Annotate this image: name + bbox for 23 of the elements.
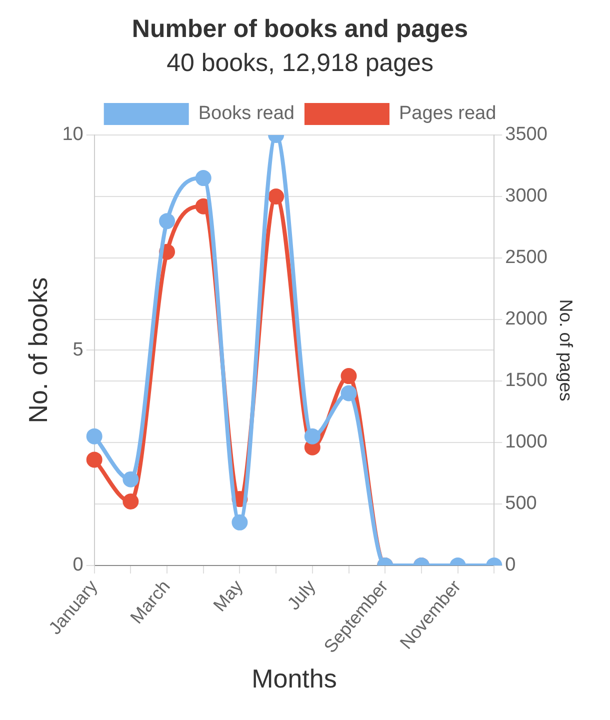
legend-label: Pages read <box>398 103 496 124</box>
y2-tick-label: 2000 <box>505 308 548 330</box>
y2-tick-label: 1000 <box>505 432 548 453</box>
point <box>268 188 284 204</box>
y-tick-label: 10 <box>62 124 84 146</box>
point <box>86 452 102 468</box>
point <box>340 368 357 384</box>
x-axis-title: Months <box>252 664 337 694</box>
y2-axis-title: No. of pages <box>556 299 576 402</box>
point <box>122 494 139 510</box>
y2-tick-label: 500 <box>505 493 537 514</box>
y2-tick-label: 2500 <box>505 247 548 268</box>
chart-title: Number of books and pages <box>132 14 468 43</box>
y-tick-label: 0 <box>72 554 84 576</box>
chart-subtitle: 40 books, 12,918 pages <box>166 48 434 77</box>
legend-label: Books read <box>198 103 294 124</box>
y-tick-label: 5 <box>72 339 84 360</box>
y-axis-title: No. of books <box>22 277 53 424</box>
y2-tick-label: 1500 <box>505 370 548 392</box>
y2-tick-label: 3500 <box>505 124 548 146</box>
y2-tick-label: 3000 <box>505 186 548 207</box>
x-tick-label: July <box>283 576 320 614</box>
y2-tick-label: 0 <box>505 554 516 576</box>
